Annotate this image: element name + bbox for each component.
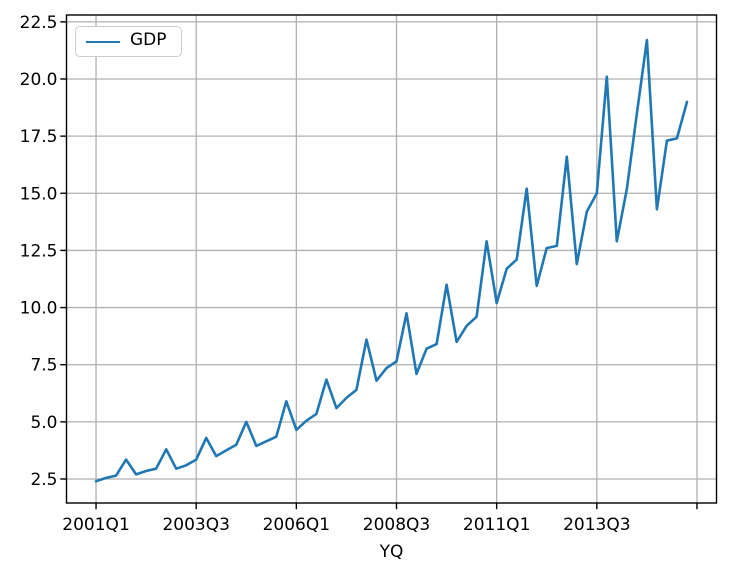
tick-marks [60, 21, 698, 510]
y-tick-label: 7.5 [30, 356, 57, 376]
x-tick-label: 2008Q3 [363, 515, 430, 535]
x-tick-label: 2003Q3 [162, 515, 229, 535]
legend-line-swatch [86, 40, 120, 43]
legend-label: GDP [130, 30, 167, 50]
x-tick-label: 2006Q1 [263, 515, 330, 535]
gdp-series-line [94, 38, 689, 483]
y-tick-label: 17.5 [20, 127, 58, 147]
x-axis-title: YQ [379, 542, 404, 562]
x-tick-label: 2013Q3 [563, 515, 630, 535]
axes-spines [65, 14, 718, 504]
grid-lines [66, 15, 717, 503]
y-tick-label: 15.0 [20, 184, 58, 204]
y-tick-label: 12.5 [20, 241, 58, 261]
tick-labels: 2001Q1 2003Q3 2006Q1 2008Q3 2011Q1 2013Q3 2.5 5… [20, 13, 631, 535]
x-tick-label: 2001Q1 [62, 515, 129, 535]
x-tick-label: 2011Q1 [463, 515, 530, 535]
y-tick-label: 22.5 [20, 13, 58, 33]
legend: GDP [75, 26, 182, 57]
y-tick-label: 5.0 [30, 413, 57, 433]
y-tick-label: 10.0 [20, 299, 58, 319]
y-tick-label: 20.0 [20, 70, 58, 90]
y-tick-label: 2.5 [30, 470, 57, 490]
